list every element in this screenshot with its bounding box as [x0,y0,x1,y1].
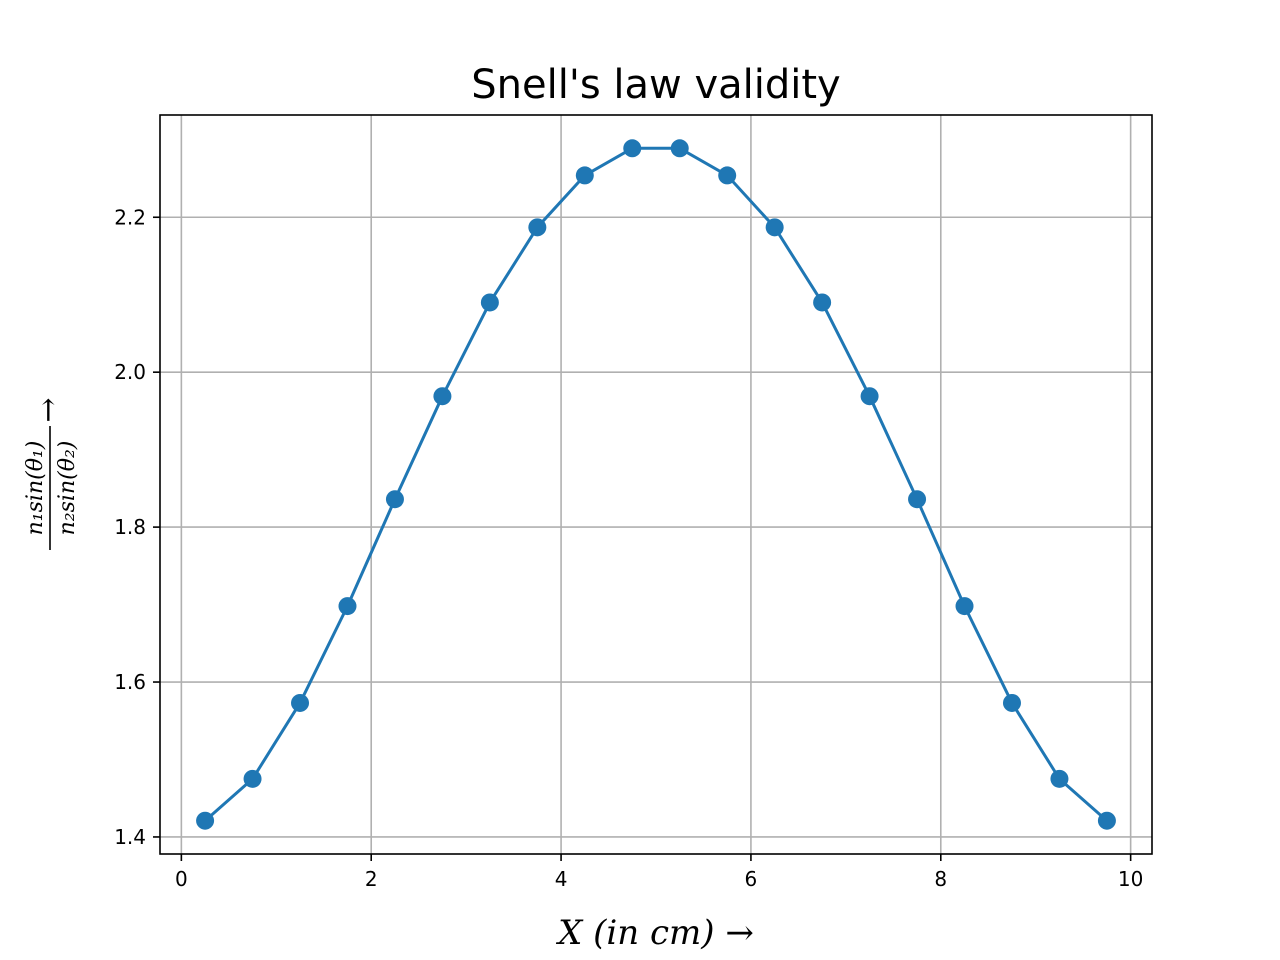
data-point [433,387,452,406]
series-line [204,146,1108,822]
y-tick-label: 2.2 [114,205,146,229]
x-tick-label: 8 [934,867,947,891]
data-point [813,293,832,312]
chart-title: Snell's law validity [471,62,840,108]
y-tick-label: 1.4 [114,825,146,849]
data-point [908,490,927,509]
data-point [860,387,879,406]
data-point [338,597,357,616]
tick-labels: 0 2 4 6 8 10 1.4 1.6 1.8 2.0 2.2 [114,205,1143,891]
data-point [1097,811,1116,830]
y-tick-label: 1.6 [114,670,146,694]
y-tick-label: 1.8 [114,515,146,539]
data-point [1050,769,1069,788]
data-point [623,139,642,158]
grid [160,115,1152,854]
series-layer [196,139,1116,830]
data-point [718,166,737,185]
data-point [765,218,784,237]
y-axis-label-denominator: n₂sin(θ₂) [55,441,80,536]
x-tick-label: 6 [745,867,758,891]
data-point [196,811,215,830]
data-point [480,293,499,312]
data-point [575,166,594,185]
y-tick-label: 2.0 [114,360,146,384]
x-tick-label: 4 [555,867,568,891]
plot-frame [159,114,1153,855]
y-axis-label-arrow: → [31,397,66,422]
data-point [1002,693,1021,712]
data-point [291,693,310,712]
x-axis-label: X (in cm) → [555,913,754,953]
x-tick-label: 0 [175,867,188,891]
y-axis-label-numerator: n₁sin(θ₁) [23,441,48,536]
x-tick-label: 10 [1118,867,1143,891]
data-point [528,218,547,237]
data-point [955,597,974,616]
ticks [153,216,1132,861]
data-point [670,139,689,158]
data-point [385,490,404,509]
y-axis-label: n₁sin(θ₁) n₂sin(θ₂) → [23,397,80,550]
x-tick-label: 2 [365,867,378,891]
data-point [243,769,262,788]
